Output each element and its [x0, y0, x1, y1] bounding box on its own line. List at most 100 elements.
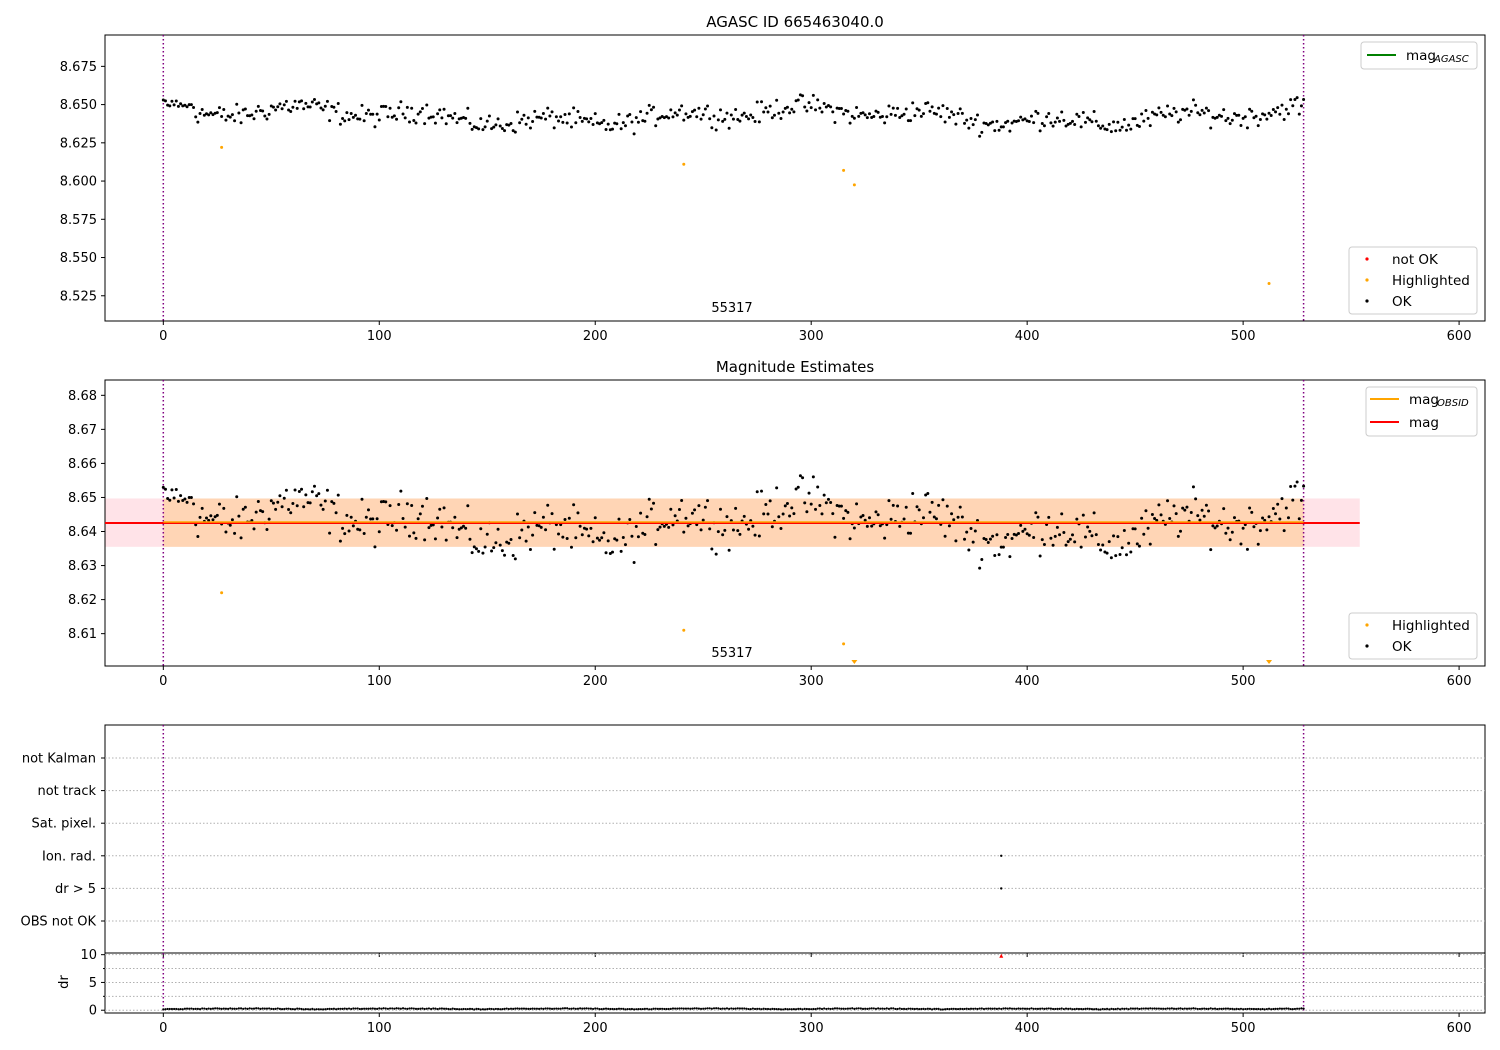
- panel2-ok-point: [373, 545, 377, 549]
- panel1-ok-point: [414, 121, 418, 125]
- dr-point: [892, 1007, 895, 1010]
- panel2-ok-point: [874, 510, 878, 514]
- panel1-ok-point: [341, 116, 345, 120]
- panel1-ok-point: [1155, 113, 1159, 117]
- panel1-ok-point: [503, 129, 507, 133]
- dr-point: [401, 1007, 405, 1010]
- panel2-ok-point: [189, 495, 193, 499]
- dr-point: [468, 1007, 472, 1010]
- dr-point: [1276, 1007, 1279, 1010]
- panel1-ok-point: [280, 107, 284, 111]
- dr-point: [682, 1007, 685, 1010]
- panel2-legend-mag: mag OBSID mag: [1365, 386, 1478, 437]
- panel1-ok-point: [911, 101, 915, 105]
- panel1-ok-point: [1036, 111, 1040, 115]
- panel2-ok-point: [1109, 556, 1113, 560]
- panel2-ok-point: [1058, 533, 1062, 537]
- dr-point: [995, 1007, 999, 1010]
- dr-point: [613, 1008, 616, 1011]
- panel1-ok-point: [937, 106, 941, 110]
- panel2-ok-point: [306, 501, 310, 505]
- panel1-ok-point: [1055, 116, 1059, 120]
- panel1-ok-point: [362, 119, 366, 123]
- panel1-ok-point: [189, 103, 193, 107]
- panel2-ok-point: [1299, 498, 1303, 502]
- panel2-ok-point: [634, 525, 638, 529]
- panel1-ok-point: [479, 117, 483, 121]
- dr-point: [568, 1007, 571, 1010]
- panel1-ok-point: [1204, 106, 1208, 110]
- dr-point: [907, 1007, 910, 1010]
- panel2-ok-point: [485, 532, 489, 536]
- dr-point: [550, 1007, 554, 1010]
- panel1-ok-point: [1235, 113, 1239, 117]
- panel2-ok-point: [1166, 499, 1170, 503]
- dr-point: [918, 1008, 921, 1011]
- panel2-ok-point: [766, 512, 770, 516]
- panel2-ok-point: [954, 539, 958, 543]
- dr-point: [250, 1007, 253, 1010]
- panel2-ok-point: [1245, 547, 1249, 551]
- panel2-ok-point: [598, 538, 602, 542]
- panel2-ok-point: [924, 493, 928, 497]
- dr-point: [285, 1007, 288, 1010]
- panel2-ok-point: [464, 526, 468, 530]
- panel1-ok-point: [971, 123, 975, 127]
- dr-point: [1110, 1007, 1113, 1010]
- panel1-ok-point: [1172, 106, 1176, 110]
- panel1-ok-point: [572, 106, 576, 110]
- panel1-ok-point: [634, 116, 638, 120]
- panel1-ok-point: [1258, 117, 1262, 121]
- dr-point: [738, 1007, 742, 1010]
- panel2-ok-point: [630, 534, 634, 538]
- panel2-ok-point: [1001, 545, 1005, 549]
- dr-point: [941, 1008, 945, 1011]
- panel1-ok-point: [826, 103, 830, 107]
- panel4-xtick-label: 100: [367, 1021, 392, 1036]
- dr-point: [1140, 1007, 1143, 1010]
- panel2-ok-point: [425, 496, 429, 500]
- panel2-ok-point: [585, 527, 589, 531]
- panel1-ok-point: [818, 106, 822, 110]
- panel2-ok-point: [1034, 511, 1038, 515]
- dr-outlier-marker: [999, 953, 1004, 958]
- panel1-ok-point: [198, 112, 202, 116]
- panel2-ok-point: [677, 507, 681, 511]
- panel2-ok-point: [1064, 543, 1068, 547]
- panel2-ok-point: [608, 552, 612, 556]
- panel2-ok-point: [632, 561, 636, 565]
- panel1-ok-point: [500, 126, 504, 130]
- dr-point: [512, 1007, 515, 1011]
- panel2-ok-point: [1230, 530, 1234, 534]
- dr-point: [680, 1007, 683, 1010]
- dr-point: [1039, 1007, 1042, 1010]
- panel1-ok-point: [1168, 112, 1172, 116]
- dr-point: [263, 1007, 266, 1010]
- panel1-ok-point: [814, 108, 818, 112]
- panel1-ok-point: [442, 107, 446, 111]
- panel1-ok-point: [1038, 129, 1042, 133]
- dr-point: [572, 1007, 575, 1010]
- panel1-ok-point: [915, 107, 919, 111]
- panel1-ok-point: [1118, 128, 1122, 132]
- panel2-ok-point: [1142, 532, 1146, 536]
- dr-point: [833, 1007, 837, 1010]
- panel1-ok-point: [697, 106, 701, 110]
- panel2-ok-point: [341, 526, 345, 530]
- panel1-ok-point: [312, 98, 316, 102]
- dr-point: [479, 1008, 482, 1011]
- panel1-ok-point: [1267, 111, 1271, 115]
- dr-point: [959, 1007, 962, 1010]
- dr-point: [838, 1007, 841, 1010]
- dr-point: [477, 1007, 480, 1011]
- panel2-ok-point: [783, 504, 787, 508]
- dr-point: [946, 1007, 949, 1011]
- panel1-ok-point: [956, 111, 960, 115]
- panel1-ok-point: [822, 102, 826, 106]
- panel2-ok-point: [414, 536, 418, 540]
- panel2-ok-point: [576, 511, 580, 515]
- dr-point: [1213, 1007, 1217, 1010]
- panel2-ok-point: [302, 505, 306, 509]
- panel2-ok-point: [1140, 516, 1144, 520]
- dr-point: [177, 1008, 180, 1011]
